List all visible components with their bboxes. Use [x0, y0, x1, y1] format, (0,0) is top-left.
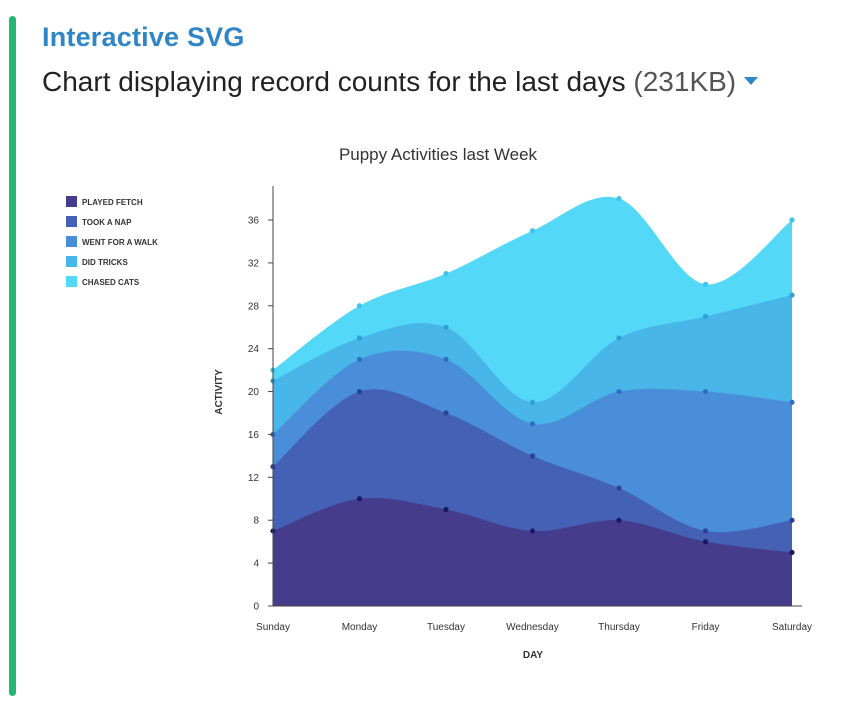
- data-point[interactable]: [616, 335, 622, 341]
- data-point[interactable]: [443, 506, 449, 513]
- accent-bar: [9, 16, 16, 696]
- page-subtitle: Chart displaying record counts for the l…: [42, 66, 759, 98]
- legend-swatch[interactable]: [66, 276, 77, 287]
- x-tick-label: Tuesday: [427, 622, 465, 633]
- y-tick-label: 12: [248, 473, 260, 484]
- legend-label[interactable]: PLAYED FETCH: [82, 198, 143, 207]
- data-point[interactable]: [789, 292, 795, 298]
- subtitle-text: Chart displaying record counts for the l…: [42, 66, 626, 97]
- chart-container: Puppy Activities last Week PLAYED FETCH T…: [0, 120, 850, 680]
- x-tick-label: Monday: [342, 622, 378, 633]
- data-point[interactable]: [702, 528, 709, 534]
- data-point[interactable]: [529, 399, 536, 405]
- x-tick-label: Thursday: [598, 622, 640, 633]
- data-point[interactable]: [616, 195, 622, 202]
- x-axis-label: DAY: [523, 650, 544, 661]
- data-point[interactable]: [789, 549, 795, 555]
- y-tick-label: 4: [253, 559, 259, 570]
- x-tick-label: Wednesday: [506, 622, 559, 633]
- data-point[interactable]: [356, 335, 363, 341]
- y-tick-label: 32: [248, 258, 260, 269]
- data-point[interactable]: [356, 356, 363, 362]
- data-point[interactable]: [789, 217, 795, 223]
- points: [270, 195, 795, 555]
- data-point[interactable]: [443, 324, 449, 330]
- legend: PLAYED FETCH TOOK A NAP WENT FOR A WALK DID…: [66, 196, 158, 287]
- data-point[interactable]: [356, 388, 363, 395]
- y-tick-label: 8: [253, 516, 259, 527]
- data-point[interactable]: [616, 388, 622, 395]
- legend-label[interactable]: DID TRICKS: [82, 258, 128, 267]
- y-tick-label: 36: [248, 216, 260, 227]
- x-tick-label: Sunday: [256, 622, 290, 633]
- data-point[interactable]: [529, 228, 536, 234]
- data-point[interactable]: [529, 528, 536, 534]
- data-point[interactable]: [789, 399, 795, 405]
- x-tick-label: Saturday: [772, 622, 812, 633]
- data-point[interactable]: [443, 410, 449, 416]
- y-tick-label: 28: [248, 301, 260, 312]
- legend-label[interactable]: TOOK A NAP: [82, 218, 132, 227]
- data-point[interactable]: [443, 271, 449, 277]
- y-axis-label: ACTIVITY: [214, 369, 225, 415]
- area-chart: Puppy Activities last Week PLAYED FETCH T…: [66, 145, 812, 661]
- data-point[interactable]: [702, 313, 709, 320]
- legend-swatch[interactable]: [66, 236, 77, 247]
- data-point[interactable]: [702, 539, 709, 545]
- data-point[interactable]: [702, 388, 709, 395]
- legend-swatch[interactable]: [66, 216, 77, 227]
- area-played-fetch[interactable]: [273, 497, 792, 606]
- legend-swatch[interactable]: [66, 256, 77, 267]
- data-point[interactable]: [529, 421, 536, 427]
- x-tick-label: Friday: [692, 622, 720, 633]
- data-point[interactable]: [789, 517, 795, 523]
- y-tick-label: 16: [248, 430, 260, 441]
- data-point[interactable]: [356, 496, 363, 502]
- chart-title: Puppy Activities last Week: [339, 145, 538, 164]
- axes: 0 4 8 12 16 20 24 28 32 36 Sunday Monday Tuesday Wedn…: [248, 186, 812, 633]
- y-tick-label: 0: [253, 602, 259, 613]
- file-size: (231KB): [633, 66, 737, 97]
- legend-swatch[interactable]: [66, 196, 77, 207]
- legend-label[interactable]: CHASED CATS: [82, 278, 140, 287]
- data-point[interactable]: [702, 281, 709, 287]
- y-tick-label: 24: [248, 344, 260, 355]
- data-point[interactable]: [616, 485, 622, 491]
- legend-label[interactable]: WENT FOR A WALK: [82, 238, 158, 247]
- y-tick-label: 20: [248, 387, 260, 398]
- page-heading: Interactive SVG: [42, 22, 245, 52]
- data-point[interactable]: [529, 453, 536, 459]
- areas: [273, 196, 792, 606]
- chevron-down-icon[interactable]: [744, 76, 759, 85]
- data-point[interactable]: [356, 303, 363, 309]
- data-point[interactable]: [616, 517, 622, 523]
- data-point[interactable]: [443, 356, 449, 362]
